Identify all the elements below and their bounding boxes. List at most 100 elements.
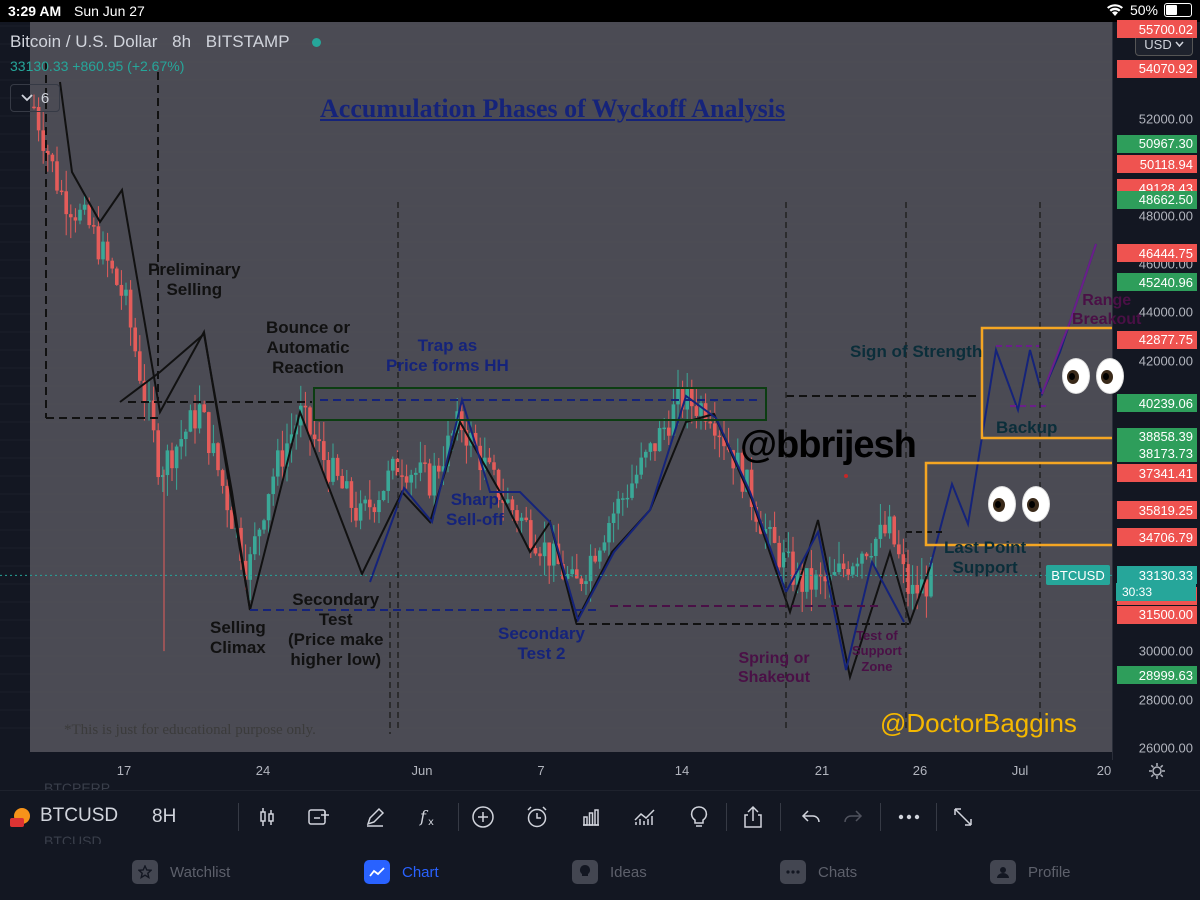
drawing-pen-icon[interactable] bbox=[362, 804, 388, 830]
annotation-sign-of-strength: Sign of Strength bbox=[850, 342, 983, 361]
candle-body bbox=[506, 499, 510, 503]
add-plus-icon[interactable] bbox=[470, 804, 496, 830]
candle-body bbox=[552, 543, 556, 566]
candle-body bbox=[124, 289, 128, 296]
more-dots-icon[interactable] bbox=[896, 804, 922, 830]
candle-body bbox=[547, 542, 551, 566]
alert-clock-icon[interactable] bbox=[524, 804, 550, 830]
redo-icon[interactable] bbox=[840, 804, 866, 830]
candle-body bbox=[616, 498, 620, 514]
candle-body bbox=[593, 555, 597, 562]
candle-body bbox=[170, 450, 174, 469]
candle-body bbox=[846, 569, 850, 575]
candle-body bbox=[64, 191, 68, 215]
price-tick-label: 44000.00 bbox=[1138, 304, 1193, 320]
lightbulb-icon[interactable] bbox=[686, 804, 712, 830]
share-icon[interactable] bbox=[740, 804, 766, 830]
symbol-legend[interactable]: Bitcoin / U.S. Dollar 8h BITSTAMP bbox=[10, 32, 321, 52]
candle-body bbox=[791, 551, 795, 585]
candle-body bbox=[510, 499, 515, 511]
compare-icon[interactable] bbox=[306, 804, 332, 830]
toolbar-interval-button[interactable]: 8H bbox=[152, 806, 177, 827]
settings-gear-icon[interactable] bbox=[1148, 762, 1166, 780]
candle-body bbox=[644, 451, 648, 458]
candle-body bbox=[119, 284, 124, 296]
candle-body bbox=[216, 443, 220, 471]
candle-body bbox=[335, 457, 340, 476]
candle-body bbox=[87, 204, 91, 226]
candle-body bbox=[308, 407, 312, 435]
candle-body bbox=[515, 510, 519, 521]
chart-area[interactable]: Bitcoin / U.S. Dollar 8h BITSTAMP 33130.… bbox=[0, 20, 1200, 779]
candle-body bbox=[533, 548, 538, 554]
price-badge: 34706.79 bbox=[1117, 528, 1197, 547]
candle-body bbox=[257, 529, 262, 537]
price-badge: 28999.63 bbox=[1117, 666, 1197, 685]
watermark-doctorbaggins: @DoctorBaggins bbox=[880, 708, 1077, 738]
chart-canvas[interactable] bbox=[0, 22, 1112, 760]
candle-body bbox=[230, 510, 234, 529]
candle-body bbox=[331, 457, 335, 482]
candle-body bbox=[602, 542, 607, 551]
nav-profile[interactable]: Profile bbox=[990, 860, 1071, 884]
nav-label: Profile bbox=[1028, 863, 1071, 881]
candle-body bbox=[243, 560, 248, 580]
annotation-test-support: Test of Support Zone bbox=[852, 628, 902, 674]
chart-title: Accumulation Phases of Wyckoff Analysis bbox=[320, 94, 786, 123]
candle-body bbox=[869, 555, 873, 558]
nav-chats[interactable]: Chats bbox=[780, 860, 857, 884]
candle-body bbox=[777, 542, 781, 568]
toolbar-symbol-button[interactable]: BTCUSD bbox=[10, 805, 118, 827]
candle-body bbox=[855, 563, 860, 567]
price-badge: 54070.92 bbox=[1117, 59, 1197, 78]
nav-ideas[interactable]: Ideas bbox=[572, 860, 647, 884]
indicators-toggle[interactable]: 6 bbox=[10, 84, 60, 112]
bitcoin-icon bbox=[10, 808, 30, 827]
candle-body bbox=[289, 434, 294, 444]
candle-body bbox=[763, 528, 768, 534]
time-axis[interactable]: 17 24 Jun 7 14 21 26 Jul 20 bbox=[0, 760, 1200, 782]
candle-body bbox=[699, 403, 703, 416]
candle-body bbox=[782, 552, 786, 568]
nav-label: Chart bbox=[402, 863, 439, 881]
bar-chart-icon[interactable] bbox=[578, 804, 604, 830]
annotation-secondary-test-2: Secondary Test 2 bbox=[498, 624, 585, 664]
candle-body bbox=[115, 268, 119, 285]
annotation-selling-climax: Selling Climax bbox=[210, 618, 266, 658]
symbol-interval: 8h bbox=[172, 32, 192, 51]
toolbar-divider bbox=[458, 803, 459, 831]
candle-body bbox=[892, 516, 896, 545]
nav-label: Chats bbox=[818, 863, 858, 881]
price-scale[interactable]: USD 52000.00 48000.00 46000.00 44000.00 4200… bbox=[1112, 20, 1200, 760]
candle-body bbox=[823, 576, 827, 582]
candle-body bbox=[625, 497, 630, 500]
time-tick-label: Jun bbox=[411, 763, 433, 778]
chevron-down-icon bbox=[21, 94, 33, 102]
wyckoff-path-segment bbox=[119, 332, 251, 611]
candle-body bbox=[345, 481, 349, 489]
candle-body bbox=[703, 403, 708, 422]
candle-body bbox=[722, 436, 726, 447]
candle-body bbox=[432, 465, 436, 496]
candle-body bbox=[280, 450, 285, 467]
candle-body bbox=[266, 494, 271, 521]
candle-body bbox=[809, 568, 814, 590]
undo-icon[interactable] bbox=[798, 804, 824, 830]
nav-watchlist[interactable]: Watchlist bbox=[132, 860, 230, 884]
annotation-backup: Backup bbox=[996, 418, 1058, 437]
candle-style-icon[interactable] bbox=[254, 804, 280, 830]
lightbulb-icon bbox=[572, 860, 598, 884]
candle-body bbox=[202, 404, 206, 413]
line-chart-icon[interactable] bbox=[632, 804, 658, 830]
candle-body bbox=[694, 406, 699, 416]
candle-body bbox=[878, 524, 883, 539]
annotation-sharp-selloff: Sharp Sell-off bbox=[446, 490, 504, 530]
candle-body bbox=[372, 507, 377, 513]
candle-body bbox=[36, 107, 41, 131]
nav-chart[interactable]: Chart bbox=[364, 860, 439, 884]
candle-body bbox=[837, 563, 841, 573]
candle-body bbox=[400, 475, 404, 477]
candle-body bbox=[648, 443, 653, 452]
fullscreen-expand-icon[interactable] bbox=[950, 804, 976, 830]
